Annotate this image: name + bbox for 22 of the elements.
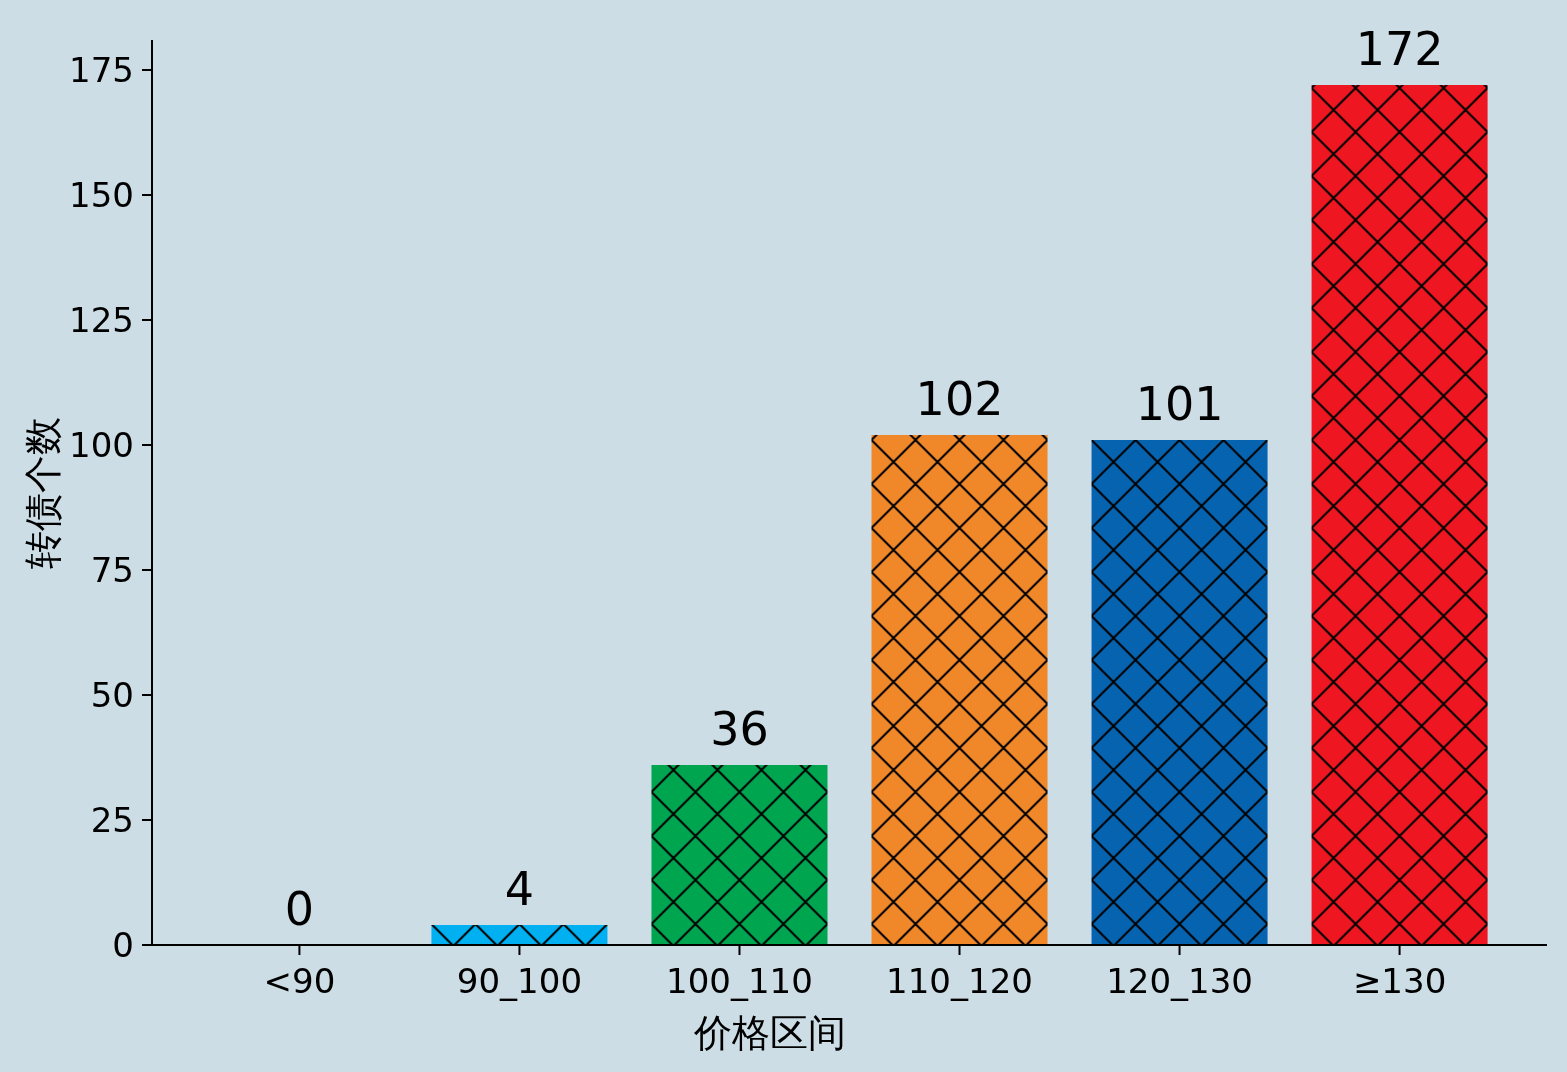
y-tick-label: 100 xyxy=(69,425,134,465)
data-label: 36 xyxy=(710,702,769,756)
data-label: 0 xyxy=(284,882,315,936)
x-tick-label: 90_100 xyxy=(456,961,583,1001)
data-label: 102 xyxy=(915,372,1004,426)
x-tick-label: <90 xyxy=(263,961,336,1001)
x-tick-label: 100_110 xyxy=(666,961,813,1001)
x-axis-title: 价格区间 xyxy=(692,1011,846,1055)
x-tick-label: 110_120 xyxy=(886,961,1033,1001)
data-label: 172 xyxy=(1355,22,1444,76)
y-tick-label: 50 xyxy=(90,675,134,715)
x-tick-label: ≥130 xyxy=(1352,961,1447,1001)
y-tick-label: 75 xyxy=(90,550,134,590)
x-tick-label: 120_130 xyxy=(1106,961,1253,1001)
y-tick-label: 0 xyxy=(112,925,134,965)
y-tick-label: 125 xyxy=(69,300,134,340)
y-tick-label: 150 xyxy=(69,175,134,215)
data-label: 4 xyxy=(504,862,535,916)
data-label: 101 xyxy=(1135,377,1224,431)
y-tick-label: 25 xyxy=(90,800,134,840)
y-tick-label: 175 xyxy=(69,50,134,90)
y-axis-title: 转债个数 xyxy=(21,416,65,569)
